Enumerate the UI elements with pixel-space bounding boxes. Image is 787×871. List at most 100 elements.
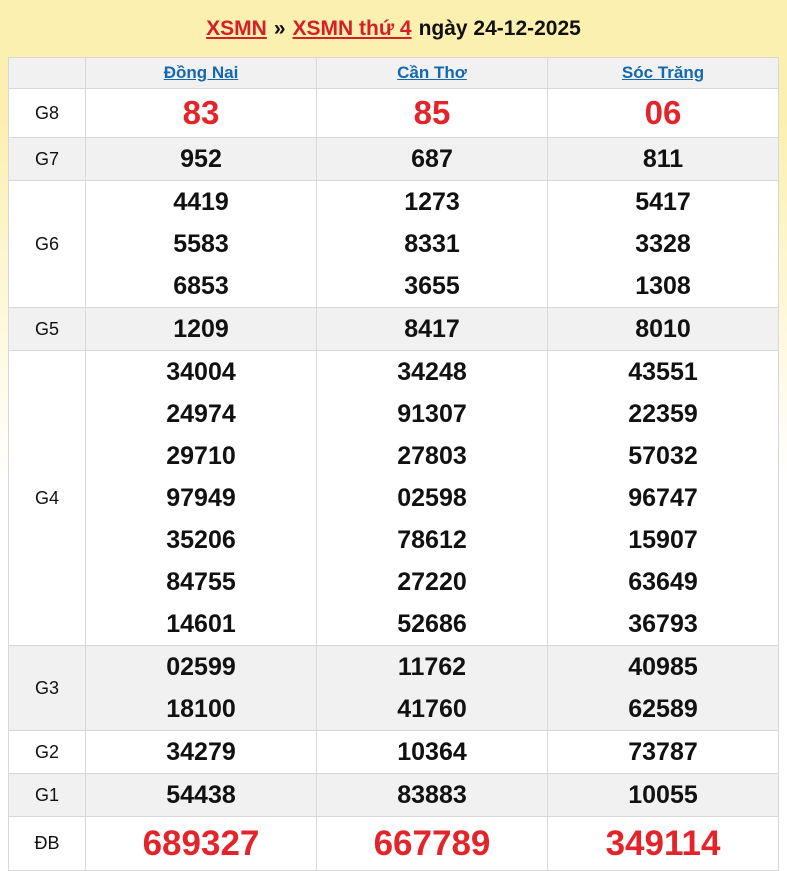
prize-cell: 687	[316, 137, 548, 181]
prize-number: 3328	[635, 230, 691, 258]
prize-number: 97949	[166, 484, 236, 512]
table-row-g3: G3 02599 18100 11762 41760 40985 62589	[8, 645, 779, 731]
prize-cell: 43551 22359 57032 96747 15907 63649 3679…	[547, 350, 779, 646]
prize-number: 15907	[628, 526, 698, 554]
prize-cell: 02599 18100	[85, 645, 317, 731]
prize-cell: 667789	[316, 816, 548, 871]
prize-cell: 83	[85, 88, 317, 138]
prize-number: 83	[182, 94, 220, 131]
prize-number: 18100	[166, 695, 236, 723]
prize-number: 85	[413, 94, 451, 131]
column-header-can-tho: Cần Thơ	[316, 57, 548, 89]
province-link-can-tho[interactable]: Cần Thơ	[397, 63, 467, 82]
prize-label: G5	[8, 307, 86, 351]
column-header-dong-nai: Đồng Nai	[85, 57, 317, 89]
prize-cell: 4419 5583 6853	[85, 180, 317, 308]
prize-number: 5417	[635, 188, 691, 216]
prize-cell: 85	[316, 88, 548, 138]
prize-cell: 952	[85, 137, 317, 181]
page-header: XSMN » XSMN thứ 4 ngày 24-12-2025	[0, 0, 787, 57]
prize-cell: 11762 41760	[316, 645, 548, 731]
prize-label: G2	[8, 730, 86, 774]
prize-number: 27220	[397, 568, 467, 596]
prize-number: 349114	[605, 824, 721, 863]
results-table: Đồng Nai Cần Thơ Sóc Trăng G8 83 85 06 G…	[8, 57, 779, 871]
table-row-db: ĐB 689327 667789 349114	[8, 816, 779, 871]
prize-cell: 8010	[547, 307, 779, 351]
prize-number: 78612	[397, 526, 467, 554]
prize-cell: 40985 62589	[547, 645, 779, 731]
prize-number: 667789	[373, 824, 491, 863]
province-link-dong-nai[interactable]: Đồng Nai	[163, 63, 239, 82]
prize-number: 41760	[397, 695, 467, 723]
province-link-soc-trang[interactable]: Sóc Trăng	[621, 63, 705, 82]
prize-number: 4419	[173, 188, 229, 216]
prize-cell: 10364	[316, 730, 548, 774]
prize-number: 1209	[173, 315, 229, 343]
prize-number: 57032	[628, 442, 698, 470]
column-header-soc-trang: Sóc Trăng	[547, 57, 779, 89]
prize-number: 54438	[166, 781, 236, 809]
prize-number: 73787	[628, 738, 698, 766]
breadcrumb-separator: »	[273, 16, 286, 40]
prize-number: 689327	[142, 824, 260, 863]
prize-number: 34248	[397, 358, 467, 386]
prize-number: 27803	[397, 442, 467, 470]
prize-number: 40985	[628, 653, 698, 681]
prize-number: 84755	[166, 568, 236, 596]
prize-number: 96747	[628, 484, 698, 512]
prize-label: G1	[8, 773, 86, 817]
draw-date-text: ngày 24-12-2025	[418, 16, 581, 40]
prize-number: 10364	[397, 738, 467, 766]
prize-number: 02599	[166, 653, 236, 681]
prize-cell: 83883	[316, 773, 548, 817]
prize-number: 22359	[628, 400, 698, 428]
prize-number: 5583	[173, 230, 229, 258]
prize-number: 02598	[397, 484, 467, 512]
xsmn-breadcrumb-link[interactable]: XSMN	[206, 16, 267, 40]
prize-cell: 34279	[85, 730, 317, 774]
prize-number: 34004	[166, 358, 236, 386]
prize-cell: 54438	[85, 773, 317, 817]
prize-number: 34279	[166, 738, 236, 766]
prize-cell: 811	[547, 137, 779, 181]
prize-number: 83883	[397, 781, 467, 809]
prize-number: 811	[642, 145, 684, 173]
prize-cell: 689327	[85, 816, 317, 871]
table-row-g8: G8 83 85 06	[8, 88, 779, 138]
prize-number: 6853	[173, 272, 229, 300]
prize-number: 11762	[397, 653, 467, 681]
prize-cell: 34004 24974 29710 97949 35206 84755 1460…	[85, 350, 317, 646]
prize-cell: 73787	[547, 730, 779, 774]
prize-cell: 1273 8331 3655	[316, 180, 548, 308]
prize-cell: 8417	[316, 307, 548, 351]
table-row-g7: G7 952 687 811	[8, 137, 779, 181]
table-row-g5: G5 1209 8417 8010	[8, 307, 779, 351]
column-header-row: Đồng Nai Cần Thơ Sóc Trăng	[8, 57, 779, 89]
prize-number: 8331	[404, 230, 460, 258]
prize-cell: 10055	[547, 773, 779, 817]
prize-cell: 349114	[547, 816, 779, 871]
prize-number: 29710	[166, 442, 236, 470]
table-row-g6: G6 4419 5583 6853 1273 8331 3655 5417 33…	[8, 180, 779, 308]
prize-number: 8010	[635, 315, 691, 343]
prize-label: G4	[8, 350, 86, 646]
prize-cell: 34248 91307 27803 02598 78612 27220 5268…	[316, 350, 548, 646]
prize-cell: 1209	[85, 307, 317, 351]
table-row-g4: G4 34004 24974 29710 97949 35206 84755 1…	[8, 350, 779, 646]
prize-number: 1308	[635, 272, 691, 300]
xsmn-day-link[interactable]: XSMN thứ 4	[292, 16, 412, 40]
table-row-g2: G2 34279 10364 73787	[8, 730, 779, 774]
prize-cell: 06	[547, 88, 779, 138]
prize-number: 52686	[397, 610, 467, 638]
prize-number: 91307	[397, 400, 467, 428]
prize-number: 3655	[404, 272, 460, 300]
prize-number: 952	[180, 145, 222, 173]
prize-number: 8417	[404, 315, 460, 343]
prize-label: ĐB	[8, 816, 86, 871]
prize-cell: 5417 3328 1308	[547, 180, 779, 308]
prize-number: 10055	[628, 781, 698, 809]
table-row-g1: G1 54438 83883 10055	[8, 773, 779, 817]
prize-number: 36793	[628, 610, 698, 638]
prize-label: G6	[8, 180, 86, 308]
